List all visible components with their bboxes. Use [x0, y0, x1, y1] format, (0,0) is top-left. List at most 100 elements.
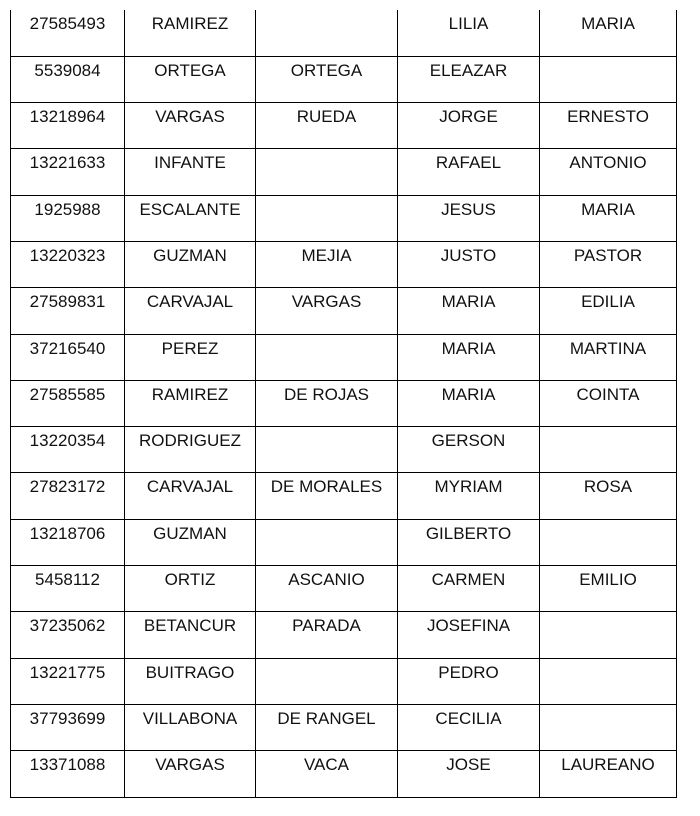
first-surname-cell: GUZMAN — [124, 518, 256, 567]
table-row: 27589831 CARVAJAL VARGAS MARIA EDILIA — [10, 287, 677, 335]
second-surname-cell — [255, 657, 398, 705]
second-surname-cell: DE MORALES — [255, 472, 398, 520]
table-row: 13221775 BUITRAGO PEDRO — [10, 657, 677, 705]
second-name-cell: MARIA — [539, 194, 677, 242]
first-name-cell: JOSEFINA — [397, 611, 540, 659]
first-surname-cell: INFANTE — [124, 148, 256, 196]
table-row: 37216540 PEREZ MARIA MARTINA — [10, 333, 677, 381]
second-name-cell: EMILIO — [539, 565, 677, 613]
id-number-cell: 37235062 — [10, 611, 125, 659]
second-name-cell — [539, 657, 677, 705]
table-row: 37793699 VILLABONA DE RANGEL CECILIA — [10, 703, 677, 752]
first-name-cell: MYRIAM — [397, 472, 540, 520]
second-surname-cell: ORTEGA — [255, 55, 398, 104]
second-surname-cell: MEJIA — [255, 240, 398, 289]
first-name-cell: CARMEN — [397, 565, 540, 613]
first-name-cell: PEDRO — [397, 657, 540, 705]
id-number-cell: 13218706 — [10, 518, 125, 567]
first-surname-cell: ORTEGA — [124, 55, 256, 104]
id-number-cell: 5539084 — [10, 55, 125, 104]
first-name-cell: MARIA — [397, 287, 540, 335]
table-row: 13221633 INFANTE RAFAEL ANTONIO — [10, 148, 677, 196]
second-surname-cell: DE ROJAS — [255, 379, 398, 428]
id-number-cell: 37216540 — [10, 333, 125, 381]
second-surname-cell: ASCANIO — [255, 565, 398, 613]
id-number-cell: 27585493 — [10, 10, 125, 57]
second-name-cell — [539, 518, 677, 567]
second-name-cell — [539, 426, 677, 474]
second-name-cell: ERNESTO — [539, 102, 677, 150]
first-surname-cell: VARGAS — [124, 102, 256, 150]
first-surname-cell: VARGAS — [124, 750, 256, 798]
table-row: 13220323 GUZMAN MEJIA JUSTO PASTOR — [10, 240, 677, 289]
second-name-cell — [539, 55, 677, 104]
first-name-cell: MARIA — [397, 333, 540, 381]
second-name-cell: PASTOR — [539, 240, 677, 289]
id-number-cell: 13220354 — [10, 426, 125, 474]
first-name-cell: CECILIA — [397, 703, 540, 752]
table-row: 27823172 CARVAJAL DE MORALES MYRIAM ROSA — [10, 472, 677, 520]
id-number-cell: 27823172 — [10, 472, 125, 520]
id-number-cell: 27589831 — [10, 287, 125, 335]
first-name-cell: JORGE — [397, 102, 540, 150]
table-row: 5539084 ORTEGA ORTEGA ELEAZAR — [10, 55, 677, 104]
table-row: 13218706 GUZMAN GILBERTO — [10, 518, 677, 567]
second-name-cell: COINTA — [539, 379, 677, 428]
second-name-cell: EDILIA — [539, 287, 677, 335]
id-number-cell: 5458112 — [10, 565, 125, 613]
first-name-cell: GILBERTO — [397, 518, 540, 567]
first-surname-cell: RAMIREZ — [124, 379, 256, 428]
table-row: 13218964 VARGAS RUEDA JORGE ERNESTO — [10, 102, 677, 150]
table-row: 13220354 RODRIGUEZ GERSON — [10, 426, 677, 474]
id-number-cell: 27585585 — [10, 379, 125, 428]
id-number-cell: 13371088 — [10, 750, 125, 798]
first-surname-cell: RODRIGUEZ — [124, 426, 256, 474]
second-name-cell: ROSA — [539, 472, 677, 520]
id-number-cell: 37793699 — [10, 703, 125, 752]
first-name-cell: JUSTO — [397, 240, 540, 289]
first-surname-cell: GUZMAN — [124, 240, 256, 289]
first-surname-cell: PEREZ — [124, 333, 256, 381]
first-name-cell: JESUS — [397, 194, 540, 242]
first-surname-cell: BUITRAGO — [124, 657, 256, 705]
id-number-cell: 13220323 — [10, 240, 125, 289]
first-surname-cell: ESCALANTE — [124, 194, 256, 242]
second-surname-cell: VARGAS — [255, 287, 398, 335]
table-row: 13371088 VARGAS VACA JOSE LAUREANO — [10, 750, 677, 798]
second-surname-cell — [255, 333, 398, 381]
second-name-cell: LAUREANO — [539, 750, 677, 798]
second-surname-cell — [255, 194, 398, 242]
second-surname-cell — [255, 518, 398, 567]
id-number-cell: 13221633 — [10, 148, 125, 196]
second-surname-cell: DE RANGEL — [255, 703, 398, 752]
second-surname-cell: VACA — [255, 750, 398, 798]
second-name-cell: ANTONIO — [539, 148, 677, 196]
first-surname-cell: VILLABONA — [124, 703, 256, 752]
second-name-cell: MARTINA — [539, 333, 677, 381]
first-surname-cell: ORTIZ — [124, 565, 256, 613]
first-name-cell: GERSON — [397, 426, 540, 474]
first-name-cell: MARIA — [397, 379, 540, 428]
table-row: 27585585 RAMIREZ DE ROJAS MARIA COINTA — [10, 379, 677, 428]
names-table: 27585493 RAMIREZ LILIA MARIA 5539084 ORTEGA OR… — [10, 10, 677, 798]
first-surname-cell: CARVAJAL — [124, 287, 256, 335]
table-row: 37235062 BETANCUR PARADA JOSEFINA — [10, 611, 677, 659]
table-row: 5458112 ORTIZ ASCANIO CARMEN EMILIO — [10, 565, 677, 613]
second-surname-cell — [255, 10, 398, 57]
table-row: 1925988 ESCALANTE JESUS MARIA — [10, 194, 677, 242]
first-name-cell: LILIA — [397, 10, 540, 57]
first-name-cell: JOSE — [397, 750, 540, 798]
first-surname-cell: RAMIREZ — [124, 10, 256, 57]
second-name-cell: MARIA — [539, 10, 677, 57]
second-surname-cell: RUEDA — [255, 102, 398, 150]
second-name-cell — [539, 703, 677, 752]
second-surname-cell: PARADA — [255, 611, 398, 659]
id-number-cell: 1925988 — [10, 194, 125, 242]
first-surname-cell: BETANCUR — [124, 611, 256, 659]
first-surname-cell: CARVAJAL — [124, 472, 256, 520]
first-name-cell: ELEAZAR — [397, 55, 540, 104]
first-name-cell: RAFAEL — [397, 148, 540, 196]
second-name-cell — [539, 611, 677, 659]
id-number-cell: 13218964 — [10, 102, 125, 150]
second-surname-cell — [255, 426, 398, 474]
